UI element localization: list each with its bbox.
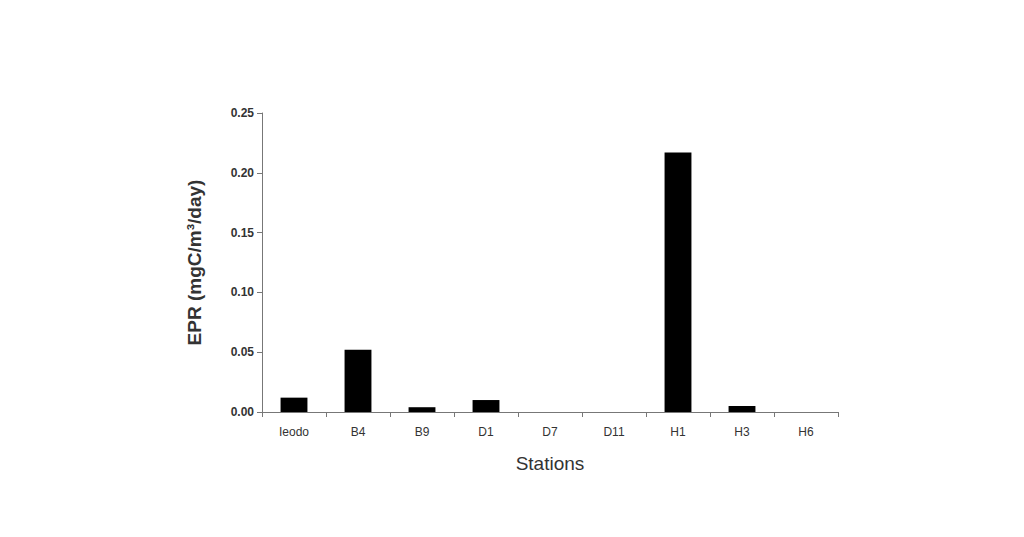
- svg-text:Ieodo: Ieodo: [279, 425, 309, 439]
- svg-text:0.10: 0.10: [231, 285, 255, 299]
- svg-text:H3: H3: [734, 425, 750, 439]
- svg-text:D11: D11: [603, 425, 624, 439]
- svg-text:D1: D1: [478, 425, 494, 439]
- svg-text:B9: B9: [415, 425, 430, 439]
- svg-text:0.25: 0.25: [231, 106, 255, 120]
- svg-text:EPR (mgC/m³/day): EPR (mgC/m³/day): [184, 180, 205, 346]
- svg-text:B4: B4: [351, 425, 366, 439]
- svg-text:0.15: 0.15: [231, 226, 255, 240]
- svg-text:0.00: 0.00: [231, 405, 255, 419]
- svg-text:0.20: 0.20: [231, 166, 255, 180]
- svg-text:H1: H1: [670, 425, 686, 439]
- svg-text:0.05: 0.05: [231, 345, 255, 359]
- svg-text:Stations: Stations: [516, 453, 585, 474]
- svg-text:D7: D7: [542, 425, 558, 439]
- svg-text:H6: H6: [798, 425, 814, 439]
